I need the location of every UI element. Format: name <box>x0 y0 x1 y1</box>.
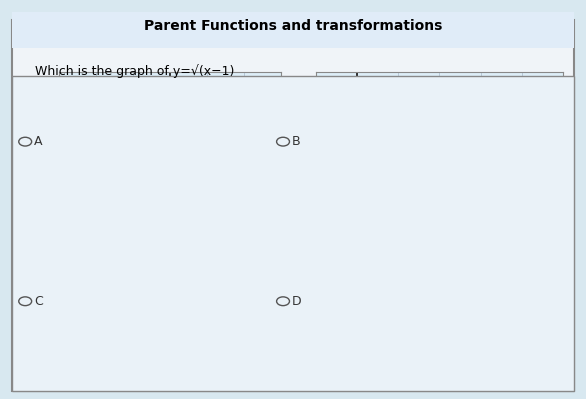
Text: 4: 4 <box>241 358 247 367</box>
Text: 2: 2 <box>241 198 247 207</box>
Text: D: D <box>292 295 301 308</box>
Text: -2: -2 <box>65 343 74 352</box>
Text: 0: 0 <box>349 198 355 207</box>
Text: Which is the graph of y=√(x−1): Which is the graph of y=√(x−1) <box>35 64 234 77</box>
Text: 2: 2 <box>510 358 516 367</box>
Text: A: A <box>34 135 43 148</box>
Text: 0: 0 <box>162 198 168 207</box>
Text: C: C <box>34 295 43 308</box>
Text: 2: 2 <box>324 91 329 100</box>
Text: 2: 2 <box>437 198 442 207</box>
Text: 2: 2 <box>65 91 71 100</box>
Text: 4: 4 <box>519 198 524 207</box>
Text: -2: -2 <box>91 198 100 207</box>
Text: 2: 2 <box>167 358 173 367</box>
Text: B: B <box>292 135 301 148</box>
Text: 0: 0 <box>88 358 94 367</box>
Text: -2: -2 <box>324 343 333 352</box>
Text: 0: 0 <box>407 358 413 367</box>
Text: Parent Functions and transformations: Parent Functions and transformations <box>144 19 442 33</box>
